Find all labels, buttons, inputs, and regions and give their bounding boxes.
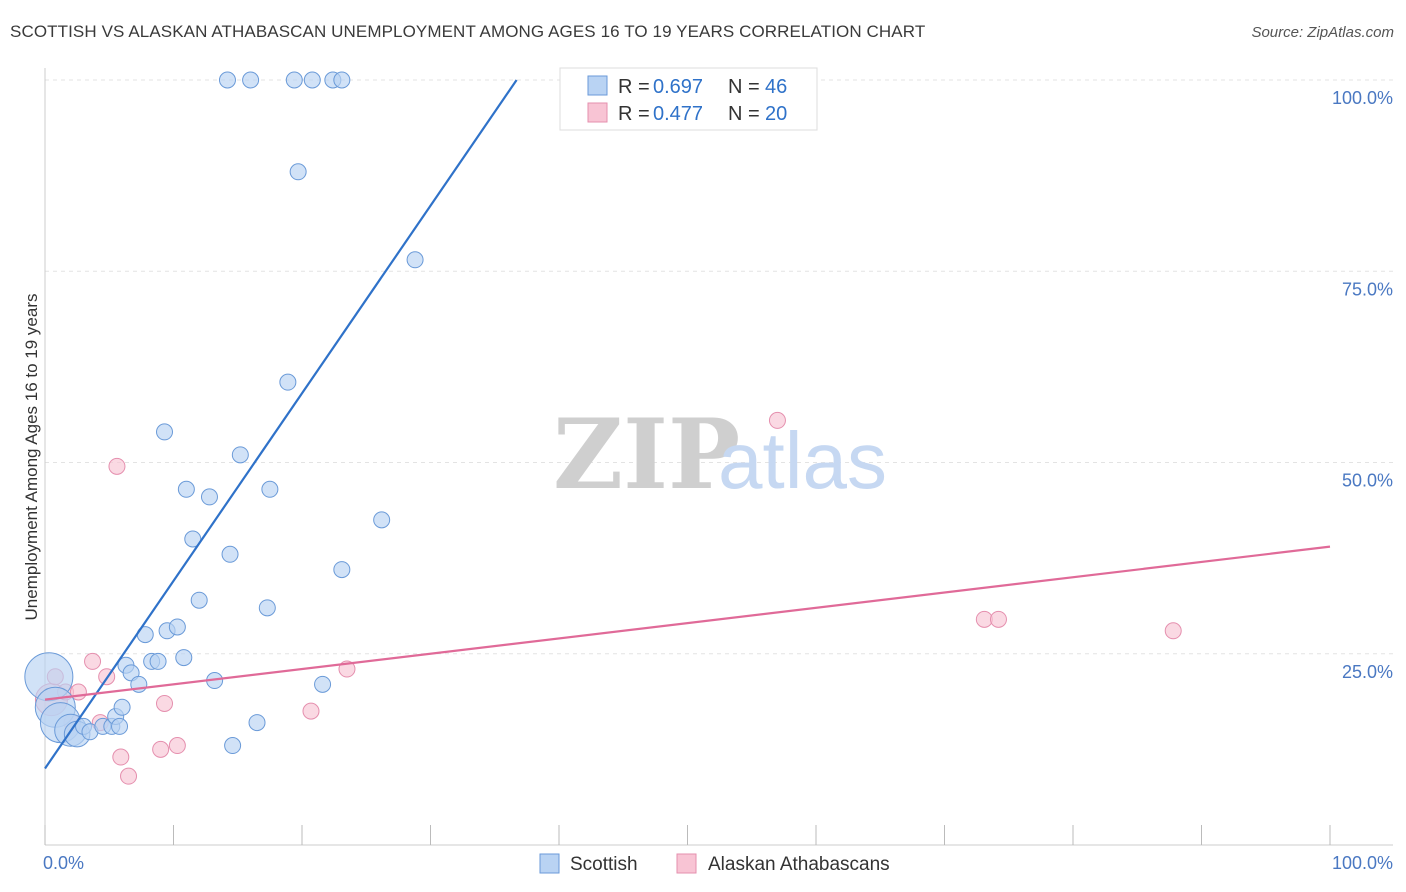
gridlines <box>45 79 1393 655</box>
scottish-point-31 <box>279 373 297 391</box>
legend-n-value-alaskan: 20 <box>765 103 787 125</box>
alaskan-point-11 <box>156 694 174 712</box>
scottish-point-38 <box>289 163 307 181</box>
scottish-point-24 <box>200 488 218 506</box>
x-tick-labels: 0.0% 100.0% <box>43 853 1393 873</box>
scottish-point-33 <box>261 480 279 498</box>
x-tick-label-0: 0.0% <box>43 853 84 873</box>
scottish-point-35 <box>333 561 351 579</box>
alaskan-trend-line <box>44 545 1331 701</box>
scottish-point-27 <box>224 737 242 755</box>
watermark-zip: ZIP <box>553 398 740 511</box>
scottish-point-10 <box>111 717 129 735</box>
scottish-point-11 <box>113 698 131 716</box>
alaskan-point-12 <box>168 737 186 755</box>
scottish-point-39 <box>218 71 236 89</box>
scottish-point-20 <box>175 649 193 667</box>
y-tick-label-2: 75.0% <box>1342 279 1393 299</box>
alaskan-point-18 <box>1164 622 1182 640</box>
legend-n-label-scottish: N = <box>728 76 760 98</box>
legend-box: R = 0.697 N = 46 R = 0.477 N = 20 <box>559 67 818 131</box>
alaskan-point-16 <box>975 610 993 628</box>
legend-r-value-scottish: 0.697 <box>653 76 703 98</box>
scottish-point-22 <box>184 530 202 548</box>
scottish-point-40 <box>242 71 260 89</box>
source-label: Source: ZipAtlas.com <box>1251 24 1394 41</box>
alaskan-point-13 <box>302 702 320 720</box>
scottish-point-23 <box>190 591 208 609</box>
watermark: ZIP atlas <box>553 398 887 511</box>
alaskan-point-9 <box>120 767 138 785</box>
scottish-point-37 <box>406 251 424 269</box>
legend-n-value-scottish: 46 <box>765 76 787 98</box>
alaskan-point-15 <box>768 411 786 429</box>
y-tick-label-3: 100.0% <box>1332 88 1393 108</box>
alaskan-point-17 <box>989 610 1007 628</box>
legend-swatch-alaskan <box>587 102 608 123</box>
legend-swatch-scottish <box>587 75 608 96</box>
scottish-point-19 <box>168 618 186 636</box>
alaskan-point-4 <box>84 652 102 670</box>
y-tick-label-1: 50.0% <box>1342 471 1393 491</box>
scottish-point-34 <box>314 675 332 693</box>
legend-r-label-alaskan: R = <box>618 103 650 125</box>
scottish-point-44 <box>333 71 351 89</box>
axes <box>44 68 1393 846</box>
x-tick-label-1: 100.0% <box>1332 853 1393 873</box>
scottish-point-17 <box>149 652 167 670</box>
scottish-point-42 <box>303 71 321 89</box>
scottish-point-28 <box>231 446 249 464</box>
scottish-point-29 <box>248 714 266 732</box>
legend-r-label-scottish: R = <box>618 76 650 98</box>
bottom-legend: Scottish Alaskan Athabascans <box>539 853 890 875</box>
bottom-legend-alaskan: Alaskan Athabascans <box>708 854 890 875</box>
scottish-point-32 <box>156 423 174 441</box>
legend-r-value-alaskan: 0.477 <box>653 103 703 125</box>
bottom-legend-scottish: Scottish <box>570 854 638 875</box>
scottish-points <box>24 71 581 755</box>
scottish-point-30 <box>258 599 276 617</box>
y-tick-labels: 25.0% 50.0% 75.0% 100.0% <box>1332 88 1393 682</box>
scottish-point-36 <box>373 511 391 529</box>
watermark-atlas: atlas <box>718 416 887 505</box>
scottish-point-26 <box>221 545 239 563</box>
scottish-point-21 <box>177 480 195 498</box>
alaskan-point-10 <box>152 740 170 758</box>
legend-n-label-alaskan: N = <box>728 103 760 125</box>
trendlines <box>44 79 1331 770</box>
y-tick-label-0: 25.0% <box>1342 662 1393 682</box>
alaskan-point-7 <box>108 457 126 475</box>
y-axis-label: Unemployment Among Ages 16 to 19 years <box>22 294 41 621</box>
alaskan-point-8 <box>112 748 130 766</box>
scottish-trend-line <box>44 79 518 770</box>
bottom-legend-swatch-scottish <box>539 853 560 874</box>
scottish-point-41 <box>285 71 303 89</box>
bottom-legend-swatch-alaskan <box>676 853 697 874</box>
chart-title: SCOTTISH VS ALASKAN ATHABASCAN UNEMPLOYM… <box>10 22 926 41</box>
